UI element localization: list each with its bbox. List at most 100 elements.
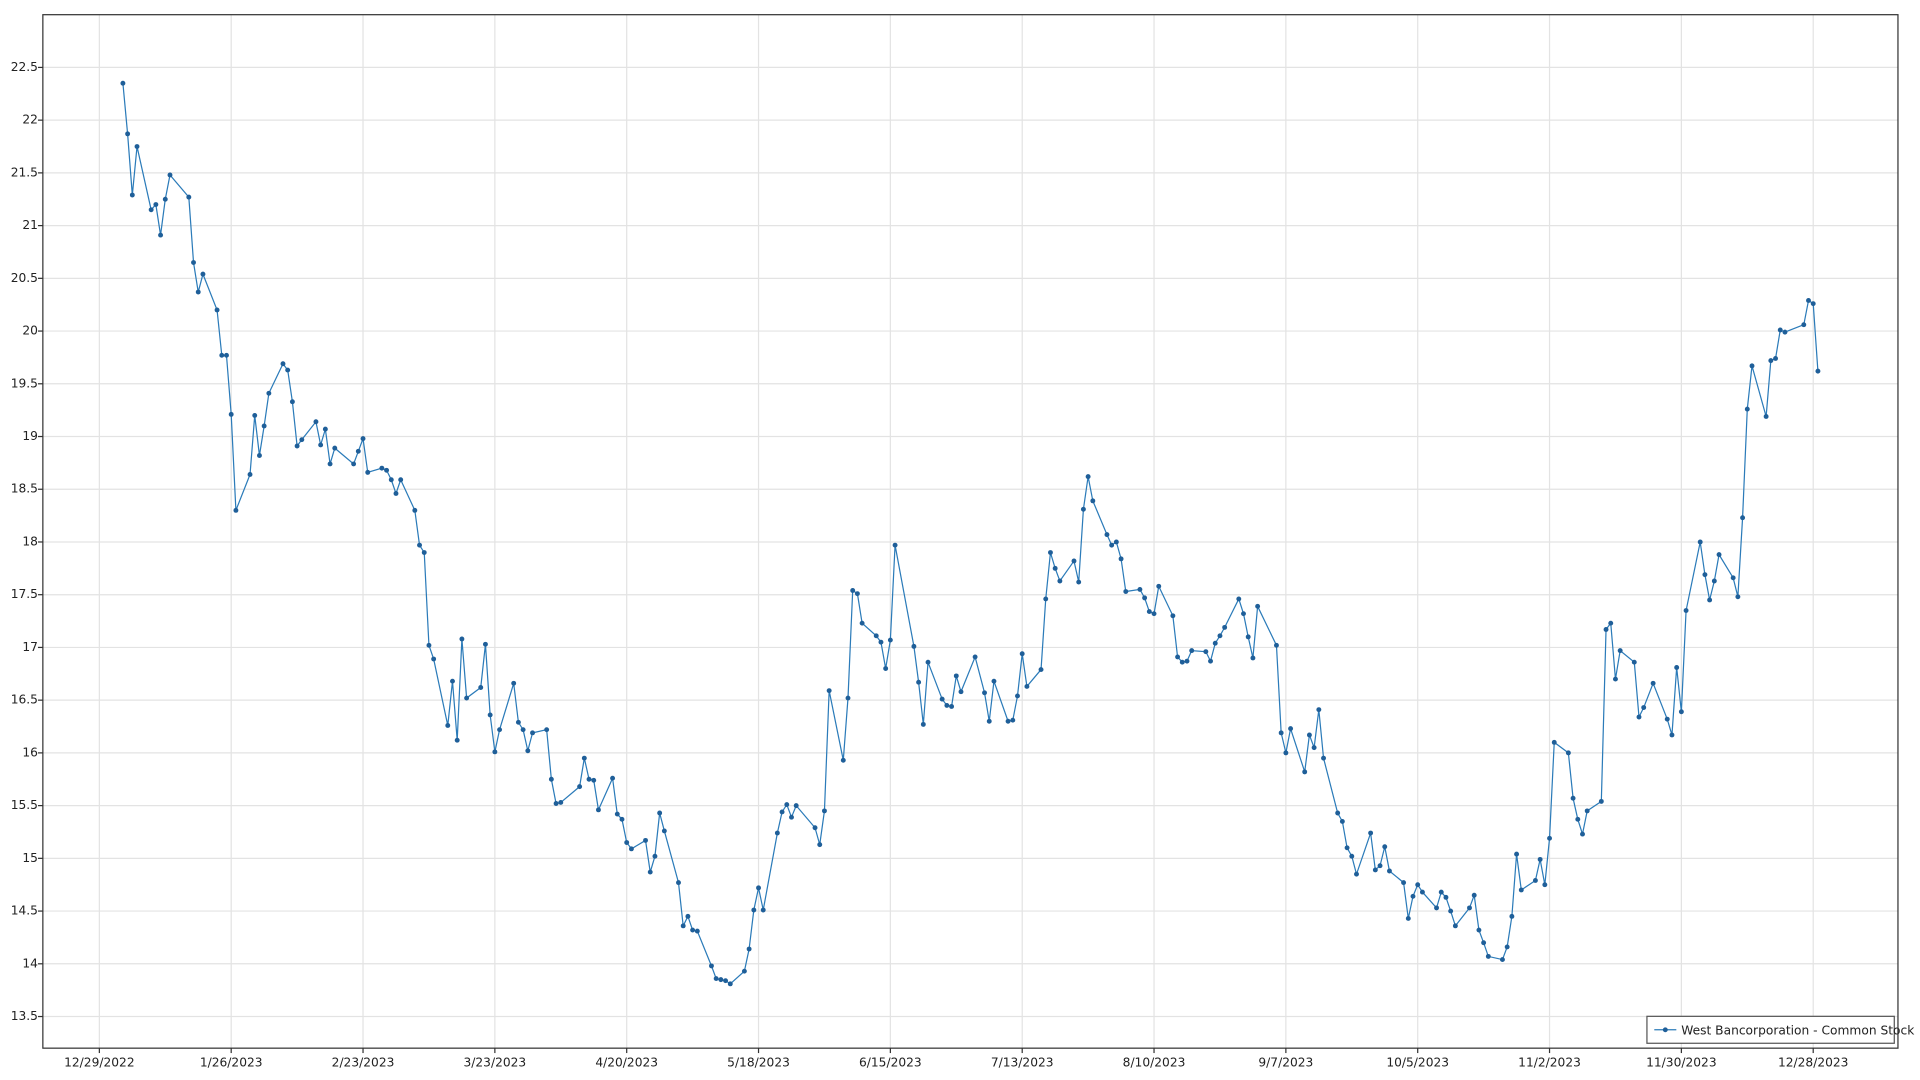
point [261,423,267,429]
point [431,656,437,662]
point [1448,908,1454,914]
point [812,825,818,831]
y-tick-label: 16.5 [11,693,38,707]
point [859,620,865,626]
point [1631,659,1637,665]
point [1735,594,1741,600]
point [214,307,220,313]
y-tick-label: 19 [22,429,38,443]
point [1711,578,1717,584]
point [925,659,931,665]
point [1405,916,1411,921]
point [1085,474,1091,480]
point [299,437,305,443]
point [760,907,766,913]
point [1250,655,1256,661]
point [454,737,460,743]
point [1575,816,1581,822]
point [1438,889,1444,895]
point [497,727,503,733]
point [652,853,658,859]
point [1146,609,1152,615]
point [784,802,790,808]
point [167,172,173,178]
point [1344,845,1350,851]
point [1613,676,1618,682]
point [544,727,550,733]
point [986,718,992,724]
point [332,445,338,451]
x-tick-label: 1/26/2023 [200,1055,263,1069]
point [1650,680,1656,686]
point [1335,810,1341,816]
point [247,472,253,477]
point [1104,532,1110,538]
point [661,828,667,834]
point [1010,717,1016,723]
point [1669,732,1675,738]
point [883,666,889,671]
legend: West Bancorporation - Common Stock [1646,1015,1915,1044]
x-tick-label: 11/2/2023 [1518,1055,1581,1069]
point [1123,589,1129,594]
point [1641,705,1647,710]
point [1222,624,1228,630]
point [520,727,526,733]
point [482,641,488,647]
point [982,690,987,696]
point [1471,892,1477,898]
point [1542,882,1548,888]
series-line [122,83,1819,985]
point [228,411,234,417]
point [1768,358,1774,364]
point [1076,579,1082,585]
point [1071,558,1077,564]
point [840,757,846,763]
point [1500,957,1505,963]
plot-area [120,80,1821,987]
point [1773,356,1778,361]
point [850,588,856,593]
point [384,467,390,473]
point [1052,565,1058,571]
point [233,507,239,513]
point [854,591,860,597]
point [153,202,159,207]
x-tick-label: 10/5/2023 [1386,1055,1449,1069]
point [1354,871,1359,877]
point [1810,301,1816,307]
point [586,776,592,782]
point [1570,795,1576,801]
point [355,448,361,454]
point [1372,867,1378,873]
point [525,748,531,754]
point [1339,818,1345,824]
point [393,491,399,496]
point [577,784,583,790]
point [1311,745,1317,751]
point [610,775,616,781]
point [1537,856,1543,862]
point [991,678,997,684]
point [266,390,272,396]
point [972,654,978,660]
point [1763,414,1769,419]
point [365,469,371,475]
point [845,695,851,701]
y-tick-label: 22 [22,113,38,127]
point [718,977,724,983]
point [1349,853,1355,859]
point [949,704,955,709]
point [398,477,404,483]
point [1245,634,1251,640]
point [1707,597,1713,603]
point [1683,608,1689,613]
point [1118,556,1124,562]
point [445,723,451,728]
point [643,837,648,843]
point [1777,327,1783,333]
point [1179,659,1185,665]
point [624,840,630,845]
point [1283,750,1289,756]
